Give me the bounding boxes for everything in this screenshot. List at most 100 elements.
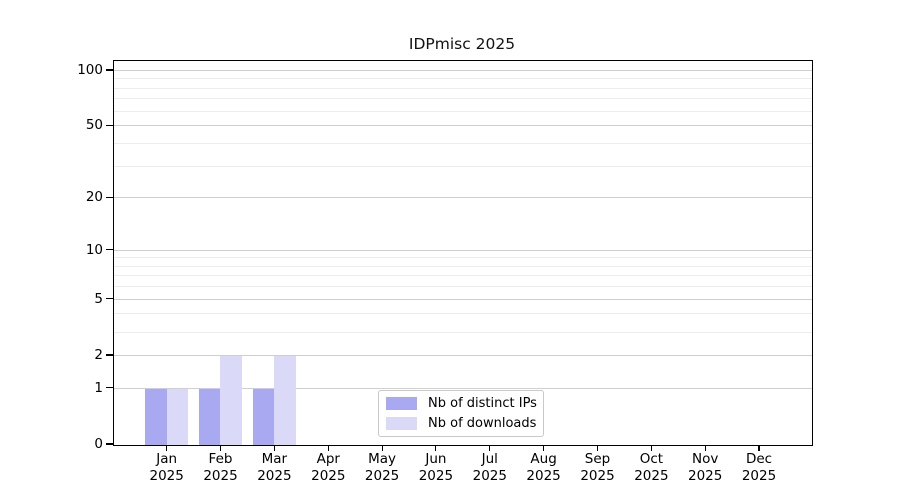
- legend-swatch-downloads: [386, 417, 417, 430]
- legend-label-downloads: Nb of downloads: [428, 416, 537, 431]
- minor-gridline: [114, 110, 812, 112]
- x-tick-mark: [704, 445, 706, 452]
- y-tick-label: 5: [94, 290, 103, 307]
- x-tick-label: May 2025: [350, 451, 414, 484]
- plot-area: [113, 60, 813, 446]
- x-tick-label: Mar 2025: [242, 451, 306, 484]
- x-tick-mark: [543, 445, 545, 452]
- x-tick-label: Jun 2025: [404, 451, 468, 484]
- x-tick-mark: [489, 445, 491, 452]
- y-tick-label: 0: [94, 436, 103, 452]
- x-tick-label: Apr 2025: [296, 451, 360, 484]
- y-tick-mark: [106, 298, 113, 300]
- y-tick-label: 2: [94, 347, 103, 363]
- bar-distinct-ips: [198, 388, 221, 445]
- minor-gridline: [114, 78, 812, 80]
- x-tick-year: 2025: [149, 467, 184, 484]
- legend-entry-distinct-ips: Nb of distinct IPs: [386, 396, 543, 411]
- x-tick-month: Sep: [584, 451, 611, 467]
- y-tick-mark: [106, 69, 113, 71]
- x-tick-mark: [435, 445, 437, 452]
- gridlines-layer: [114, 61, 812, 445]
- y-tick-mark: [106, 196, 113, 198]
- x-tick-month: Dec: [745, 451, 773, 467]
- x-tick-month: Feb: [208, 451, 233, 467]
- x-tick-year: 2025: [257, 467, 292, 484]
- x-tick-year: 2025: [634, 467, 669, 484]
- x-tick-label: Jul 2025: [458, 451, 522, 484]
- y-tick-label: 20: [85, 189, 103, 206]
- bar-downloads: [220, 356, 242, 445]
- y-tick-mark: [106, 443, 113, 445]
- minor-gridline: [114, 165, 812, 167]
- y-tick-mark: [106, 354, 113, 356]
- major-gridline: [114, 298, 812, 300]
- minor-gridline: [114, 98, 812, 100]
- x-tick-mark: [166, 445, 168, 452]
- bars-layer: [114, 61, 812, 445]
- x-tick-month: Mar: [261, 451, 288, 467]
- x-tick-year: 2025: [418, 467, 454, 484]
- x-tick-month: Nov: [692, 451, 719, 467]
- minor-gridline: [114, 257, 812, 259]
- x-tick-mark: [327, 445, 329, 452]
- y-tick-mark: [106, 387, 113, 389]
- y-tick-label: 50: [85, 117, 103, 134]
- x-tick-mark: [650, 445, 652, 452]
- x-tick-mark: [381, 445, 383, 452]
- y-tick-label: 10: [85, 241, 103, 258]
- major-gridline: [114, 69, 812, 71]
- bar-downloads: [274, 356, 296, 445]
- x-tick-year: 2025: [580, 467, 615, 484]
- x-tick-year: 2025: [364, 467, 400, 484]
- minor-gridline: [114, 275, 812, 277]
- minor-gridline: [114, 313, 812, 315]
- bar-distinct-ips: [252, 388, 275, 445]
- x-tick-year: 2025: [472, 467, 507, 484]
- x-tick-month: Jun: [425, 451, 447, 467]
- y-tick-label: 100: [77, 62, 103, 78]
- major-gridline: [114, 125, 812, 127]
- legend-entry-downloads: Nb of downloads: [386, 416, 543, 431]
- x-tick-month: Apr: [316, 451, 340, 467]
- legend-label-distinct-ips: Nb of distinct IPs: [428, 396, 537, 411]
- legend-swatch-distinct-ips: [386, 397, 417, 410]
- x-tick-month: Aug: [530, 451, 557, 467]
- bar-distinct-ips: [145, 388, 167, 445]
- minor-gridline: [114, 265, 812, 267]
- x-tick-month: Jul: [481, 451, 498, 467]
- x-tick-label: Nov 2025: [673, 451, 737, 484]
- x-tick-mark: [219, 445, 222, 452]
- x-tick-year: 2025: [526, 467, 561, 484]
- minor-gridline: [114, 142, 812, 144]
- x-tick-label: Aug 2025: [512, 451, 576, 484]
- minor-gridline: [114, 286, 812, 288]
- x-tick-mark: [758, 445, 760, 452]
- x-tick-label: Jan 2025: [135, 451, 199, 484]
- legend: Nb of distinct IPs Nb of downloads: [378, 390, 544, 437]
- y-tick-mark: [106, 124, 113, 126]
- x-tick-month: Jan: [156, 451, 178, 467]
- x-tick-year: 2025: [741, 467, 777, 484]
- major-gridline: [114, 387, 812, 389]
- minor-gridline: [114, 87, 812, 89]
- y-tick-label: 1: [94, 379, 103, 396]
- x-tick-label: Oct 2025: [619, 451, 683, 484]
- x-tick-year: 2025: [688, 467, 723, 484]
- x-tick-year: 2025: [311, 467, 346, 484]
- x-tick-mark: [596, 445, 599, 452]
- x-tick-label: Sep 2025: [566, 451, 630, 484]
- bar-downloads: [166, 388, 188, 445]
- x-tick-mark: [273, 445, 275, 452]
- x-tick-month: Oct: [639, 451, 664, 467]
- x-tick-year: 2025: [203, 467, 238, 484]
- minor-gridline: [114, 331, 812, 333]
- x-tick-label: Dec 2025: [727, 451, 791, 484]
- x-tick-label: Feb 2025: [189, 451, 253, 484]
- major-gridline: [114, 249, 812, 251]
- x-tick-month: May: [368, 451, 397, 467]
- chart-title: IDPmisc 2025: [408, 35, 516, 53]
- y-tick-mark: [106, 249, 113, 251]
- major-gridline: [114, 197, 812, 199]
